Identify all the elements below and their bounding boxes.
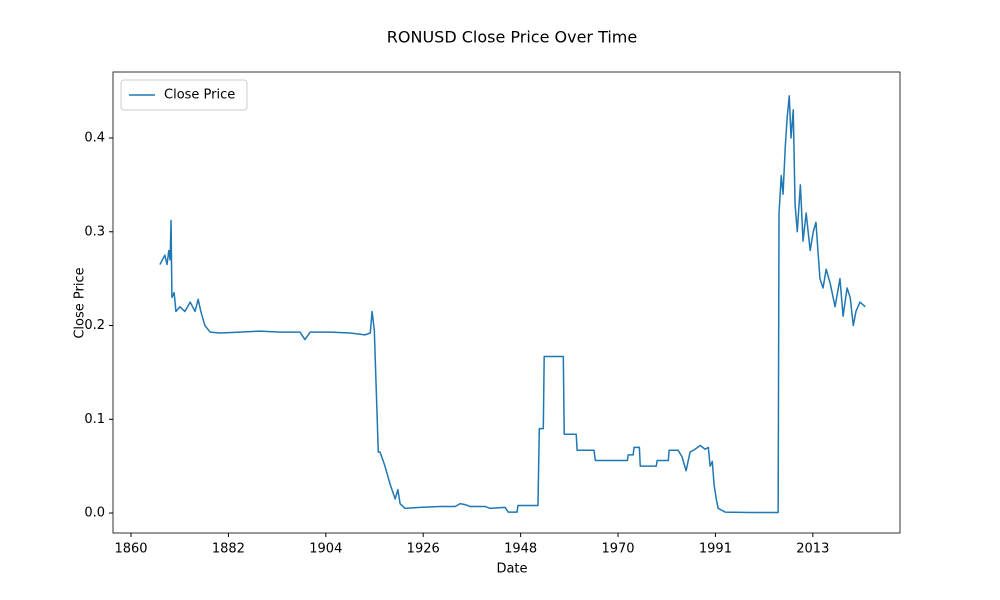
legend-label: Close Price xyxy=(164,88,235,103)
legend-box xyxy=(120,79,248,111)
y-tick-label: 0.4 xyxy=(84,131,105,146)
x-tick-label: 1882 xyxy=(212,542,245,557)
x-tick-label: 2013 xyxy=(796,542,829,557)
chart-title: RONUSD Close Price Over Time xyxy=(387,28,637,47)
x-tick-label: 1948 xyxy=(504,542,537,557)
x-tick-label: 1860 xyxy=(114,542,147,557)
x-tick-label: 1904 xyxy=(309,542,342,557)
x-tick-label: 1970 xyxy=(601,542,634,557)
y-tick-label: 0.3 xyxy=(84,224,105,239)
y-tick-label: 0.2 xyxy=(84,318,105,333)
line xyxy=(159,95,866,514)
plot-frame xyxy=(112,71,901,534)
y-tick-label: 0.1 xyxy=(84,412,105,427)
y-tick-label: 0.0 xyxy=(84,506,105,521)
x-tick-label: 1926 xyxy=(407,542,440,557)
x-axis-label: Date xyxy=(496,562,527,577)
y-axis-label: Close Price xyxy=(73,267,88,338)
x-tick-label: 1991 xyxy=(699,542,732,557)
